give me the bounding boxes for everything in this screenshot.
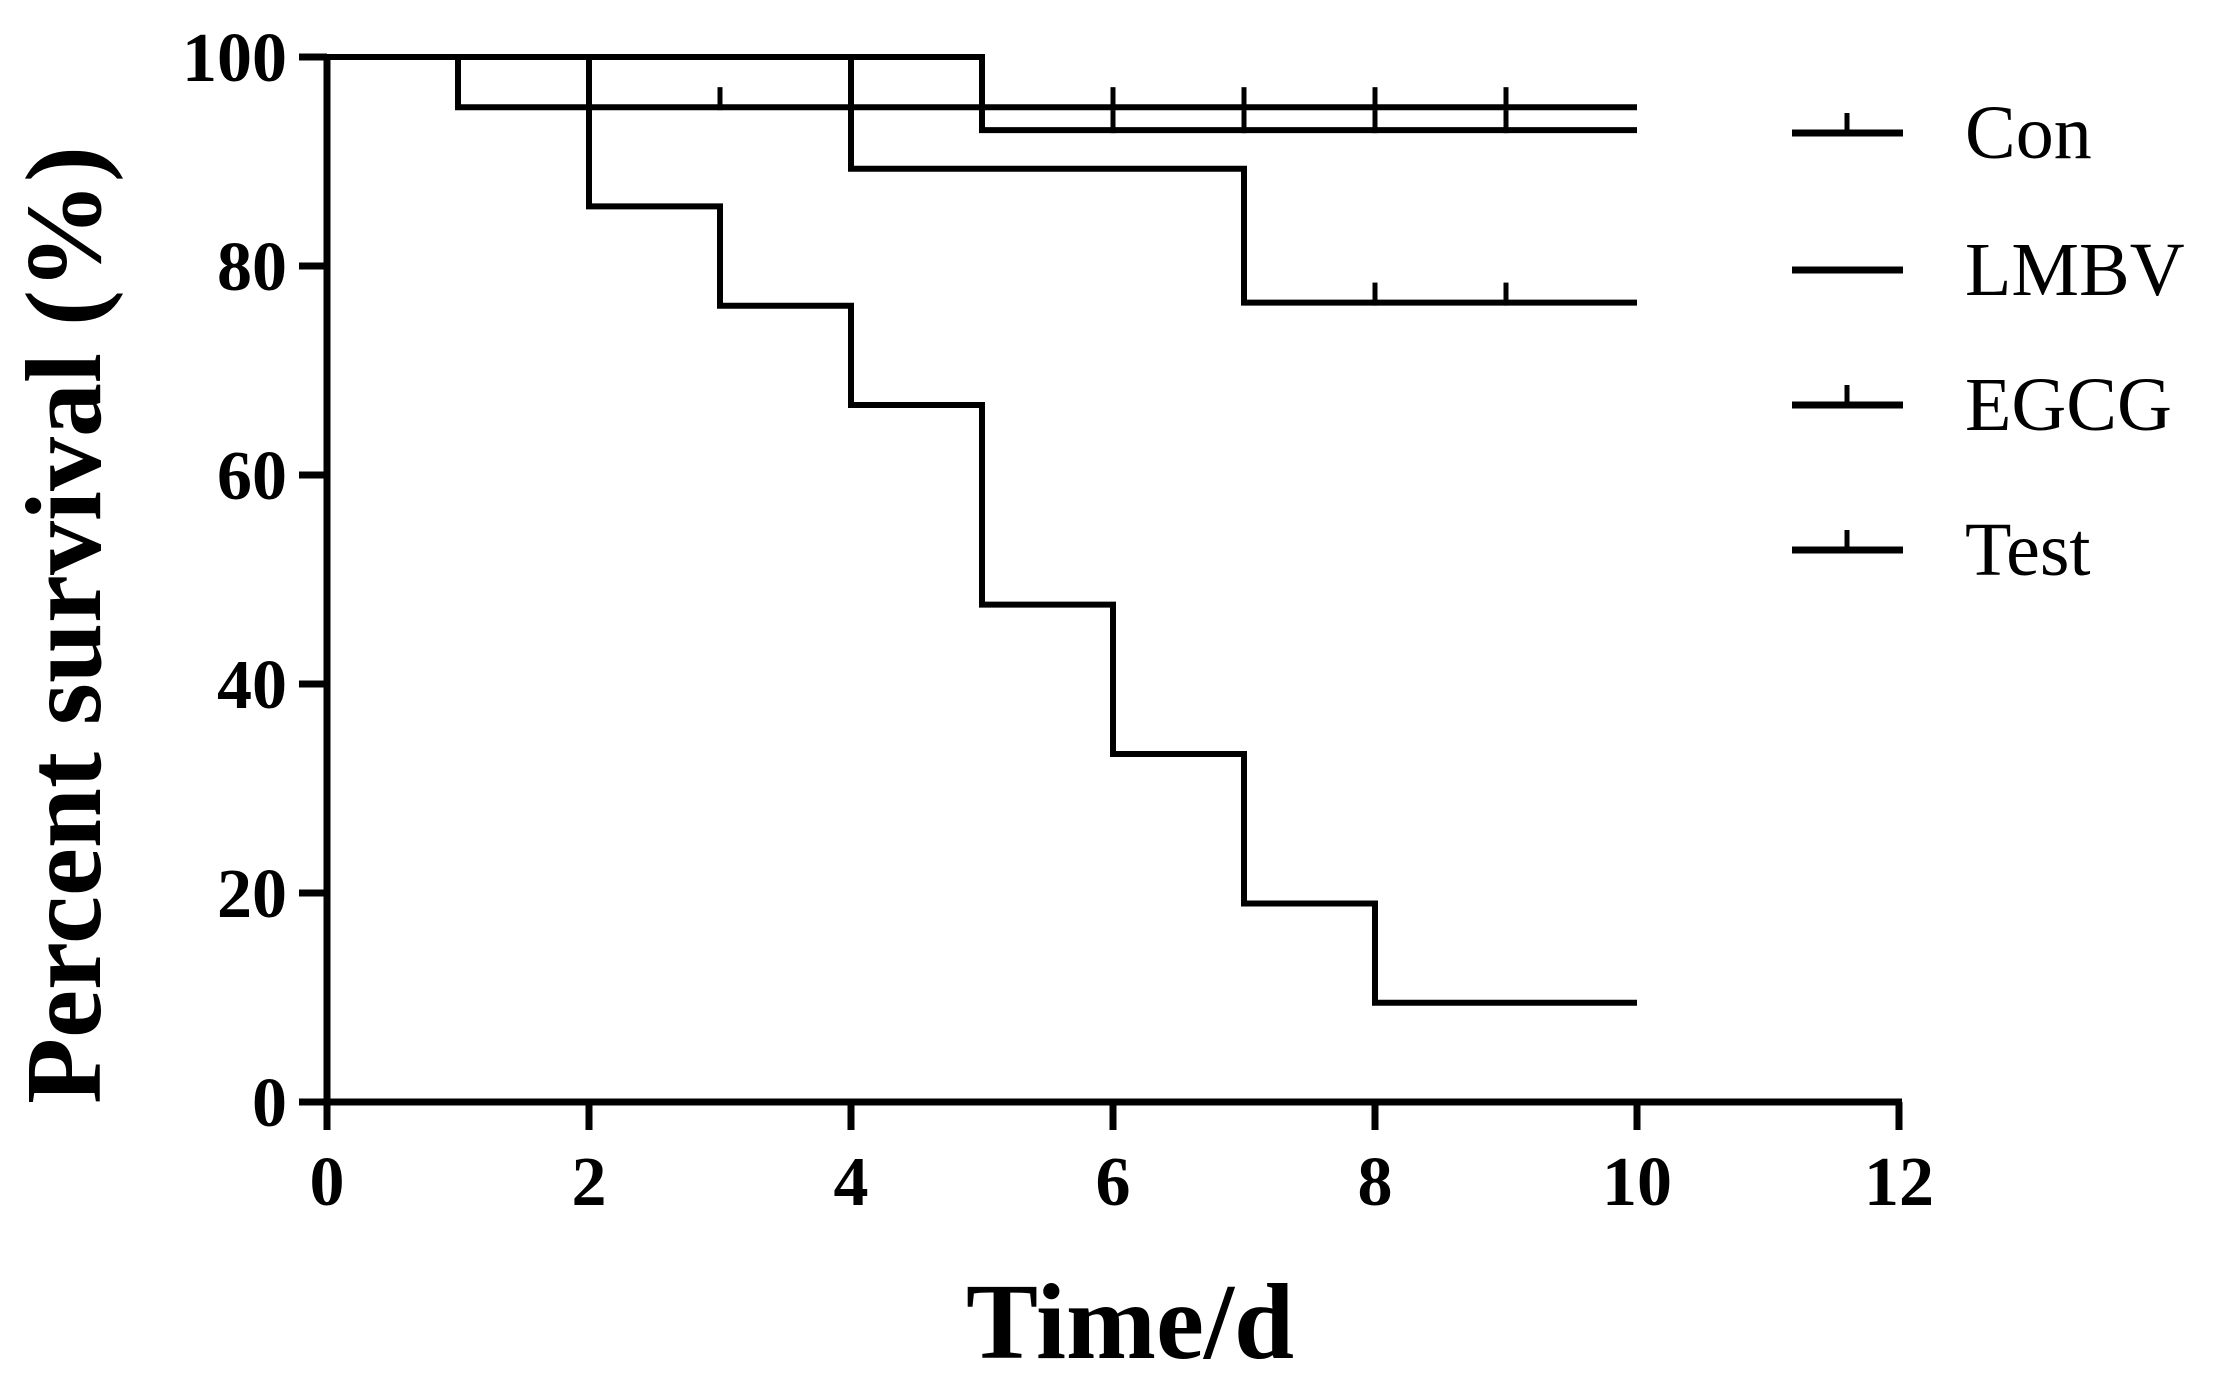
y-tick-label: 40 <box>217 647 287 724</box>
axes: 0 2 4 6 8 10 12 0 20 40 60 80 100 <box>182 20 1934 1221</box>
x-axis-title: Time/d <box>966 1263 1294 1382</box>
y-tick-label: 100 <box>182 20 287 97</box>
x-tick-label: 0 <box>310 1144 345 1221</box>
series-layer <box>327 54 1637 1006</box>
series-line-test <box>327 54 1637 306</box>
y-tick-label: 60 <box>217 438 287 515</box>
y-tick-label: 0 <box>252 1065 287 1142</box>
x-tick-label: 8 <box>1358 1144 1393 1221</box>
y-axis-title: Percent survival (%) <box>5 146 124 1104</box>
legend-label-test: Test <box>1965 508 2091 592</box>
series-line-con <box>327 54 1637 134</box>
y-tick-label: 80 <box>217 229 287 306</box>
x-tick-label: 6 <box>1096 1144 1131 1221</box>
x-tick-label: 10 <box>1602 1144 1672 1221</box>
x-tick-label: 4 <box>834 1144 869 1221</box>
series-line-lmbv <box>327 54 1637 1006</box>
legend-label-egcg: EGCG <box>1965 363 2172 447</box>
legend: Con LMBV EGCG Test <box>1792 91 2185 592</box>
x-tick-label: 2 <box>572 1144 607 1221</box>
legend-label-lmbv: LMBV <box>1965 228 2185 312</box>
y-tick-label: 20 <box>217 856 287 933</box>
x-tick-label: 12 <box>1864 1144 1934 1221</box>
legend-label-con: Con <box>1965 91 2092 175</box>
